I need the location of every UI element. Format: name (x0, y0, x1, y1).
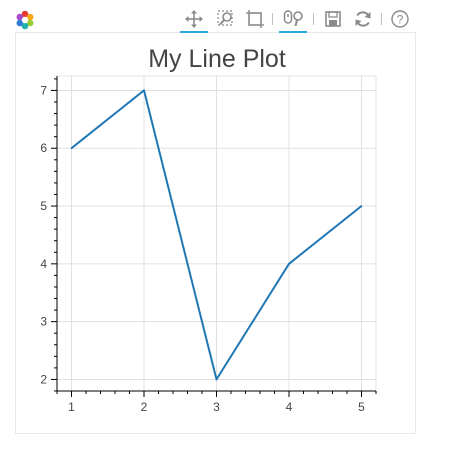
x-tick-label: 3 (213, 400, 220, 414)
chart-title: My Line Plot (148, 45, 286, 73)
save-icon (325, 11, 341, 27)
toolbar-separator (381, 13, 382, 25)
help-icon: ? (391, 10, 409, 28)
move-arrows-icon (185, 10, 203, 28)
help-tool[interactable]: ? (386, 7, 414, 33)
data-point (360, 205, 363, 207)
box-zoom-tool[interactable] (212, 7, 240, 33)
x-tick-label: 1 (68, 400, 75, 414)
plot-frame (15, 32, 416, 434)
zoom-rect-tool[interactable] (241, 7, 269, 33)
box-zoom-icon (217, 10, 233, 26)
pan-tool[interactable] (180, 7, 208, 33)
grid (57, 76, 376, 391)
wheel-zoom-tool[interactable] (279, 7, 307, 33)
y-tick-label: 3 (40, 315, 47, 329)
y-tick-label: 2 (40, 372, 47, 386)
y-tick-label: 4 (40, 257, 47, 271)
x-tick-label: 4 (286, 400, 293, 414)
reset-icon (355, 11, 371, 27)
data-point (215, 378, 218, 381)
svg-text:?: ? (397, 13, 404, 27)
zoom-rect-icon (246, 10, 264, 28)
series-layer (70, 89, 363, 381)
y-tick-label: 6 (40, 141, 47, 155)
reset-tool[interactable] (349, 7, 377, 33)
toolbar: ? (0, 0, 452, 34)
data-point (143, 89, 145, 92)
bokeh-logo-icon[interactable] (15, 10, 35, 30)
toolbar-separator (272, 13, 273, 25)
y-tick-label: 7 (40, 83, 47, 97)
save-tool[interactable] (319, 7, 347, 33)
x-tick-label: 2 (141, 400, 148, 414)
data-point (70, 147, 73, 150)
data-point (288, 263, 290, 265)
axes: 1 2 3 4 5 2 3 4 5 6 7 (40, 76, 377, 414)
x-tick-label: 5 (358, 400, 365, 414)
toolbar-separator (313, 13, 314, 25)
wheel-zoom-icon (283, 10, 303, 27)
y-tick-label: 5 (40, 199, 47, 213)
